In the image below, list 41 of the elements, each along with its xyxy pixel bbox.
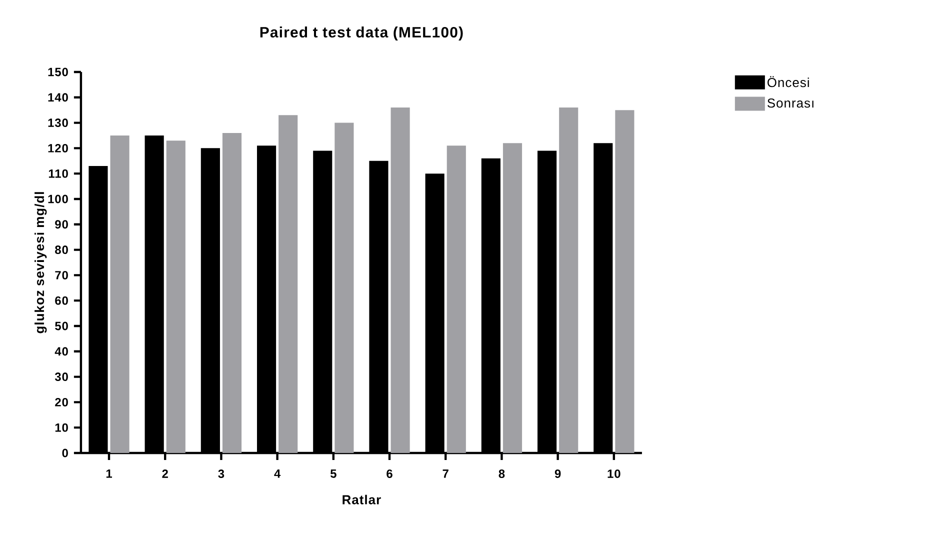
y-tick-label: 60: [55, 296, 68, 305]
bar: [559, 108, 578, 453]
x-tick-label: 4: [274, 470, 281, 478]
y-tick-label: 150: [48, 68, 68, 76]
y-tick-label: 110: [48, 169, 68, 178]
y-tick-label: 130: [48, 118, 68, 128]
x-tick-label: 1: [106, 470, 112, 478]
legend-label: Öncesi: [768, 76, 809, 88]
y-tick-label: 10: [55, 423, 68, 432]
bar: [446, 146, 466, 453]
x-tick-label: 8: [498, 470, 505, 478]
x-tick-label: 10: [608, 470, 620, 478]
y-tick-label: 30: [54, 372, 68, 382]
y-tick-label: 0: [62, 448, 68, 458]
y-tick-label: 120: [48, 144, 68, 152]
bar: [502, 143, 522, 453]
legend-label: Sonrası: [768, 98, 814, 108]
y-tick-label: 140: [48, 93, 68, 102]
bar: [222, 132, 242, 453]
y-tick-label: 70: [55, 270, 68, 280]
chart-title: Paired t test data (MEL100): [260, 26, 463, 40]
y-tick-label: 90: [55, 220, 68, 229]
y-axis-title: glukoz seviyesi mg/dl: [34, 192, 47, 334]
bar: [166, 140, 186, 453]
x-tick-label: 9: [554, 470, 561, 478]
x-axis-title: Ratlar: [342, 494, 381, 504]
x-tick-label: 5: [330, 470, 336, 478]
bar: [334, 122, 354, 453]
bar: [390, 108, 410, 453]
bar: [278, 115, 298, 453]
x-tick-label: 3: [218, 470, 224, 478]
x-tick-label: 6: [386, 470, 392, 478]
y-tick-label: 40: [54, 347, 68, 356]
bar: [110, 135, 130, 453]
y-tick-label: 50: [55, 322, 68, 330]
x-tick-label: 7: [442, 470, 448, 478]
y-tick-label: 20: [55, 398, 68, 406]
y-tick-label: 100: [48, 194, 68, 204]
x-tick-label: 2: [162, 470, 168, 478]
bar: [615, 110, 634, 453]
y-tick-label: 80: [55, 246, 68, 254]
